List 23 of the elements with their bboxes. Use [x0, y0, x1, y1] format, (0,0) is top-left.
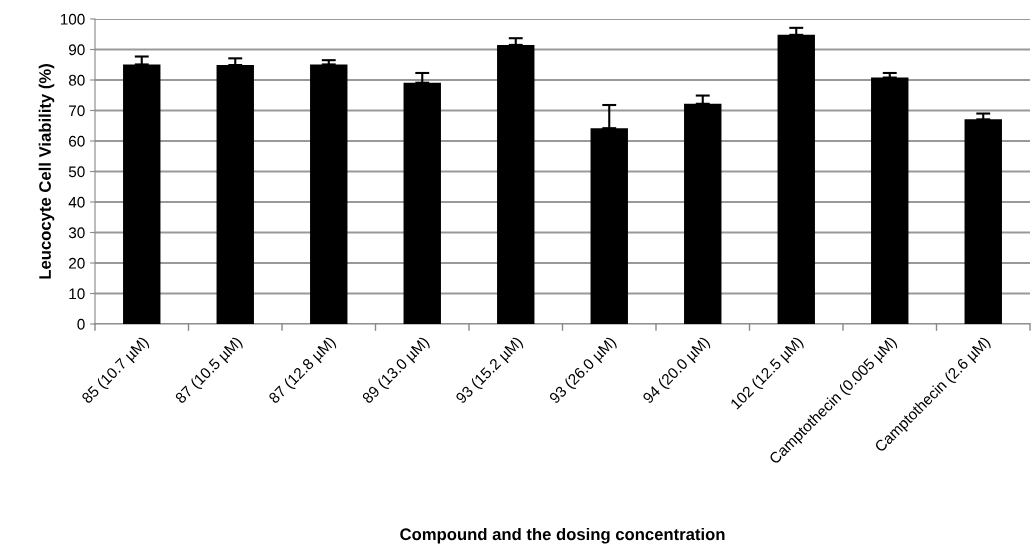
bar [310, 64, 348, 324]
y-tick-label: 100 [60, 13, 85, 25]
bar [684, 103, 722, 324]
y-tick-label: 70 [69, 105, 85, 117]
bar [497, 44, 535, 324]
y-tick-label: 40 [68, 196, 85, 208]
y-tick-label: 10 [69, 288, 85, 300]
bar [777, 34, 815, 324]
y-tick-label: 20 [69, 257, 85, 269]
y-tick-label: 80 [68, 74, 85, 86]
y-axis-title: Leucocyte Cell Viability (%) [38, 64, 55, 279]
bar [590, 128, 628, 324]
y-tick-label: 0 [77, 318, 85, 330]
bar [216, 65, 254, 324]
x-axis-title: Compound and the dosing concentration [400, 527, 725, 544]
y-tick-label: 50 [68, 166, 85, 178]
y-tick-label: 60 [69, 135, 85, 147]
y-tick-label: 90 [69, 44, 85, 56]
bar [123, 64, 161, 324]
bar [964, 119, 1002, 324]
bar [403, 82, 441, 324]
y-tick-label: 30 [68, 227, 85, 239]
bar [871, 77, 909, 324]
